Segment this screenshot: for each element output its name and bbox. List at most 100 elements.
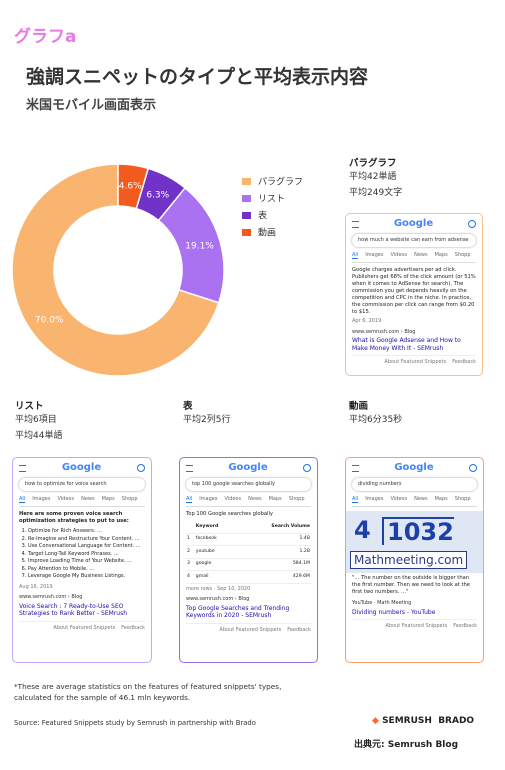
table-cell: Search Volume	[238, 521, 311, 534]
tab: Shopp	[454, 495, 471, 502]
date: Apr 6, 2019	[352, 318, 382, 324]
panel-stat: 平均2列5行	[183, 415, 231, 425]
snippet-card: Google how to optimize for voice search Al…	[12, 457, 152, 663]
result-link[interactable]: Top Google Searches and Trending Keyword…	[186, 604, 290, 620]
table-cell: 2	[186, 545, 195, 559]
tab: Maps	[268, 495, 282, 502]
video-text: 4	[354, 516, 371, 544]
tab: Images	[199, 495, 218, 502]
snippet-list: Optimize for Rich Answers. ...Re-Imagine…	[19, 528, 145, 581]
table-cell: 429.6M	[238, 570, 311, 584]
result-link[interactable]: Dividing numbers - YouTube	[352, 608, 436, 616]
card-footer: About Featured Snippets Feedback	[352, 355, 476, 366]
about-link: About Featured Snippets	[385, 623, 448, 629]
result-url: www.semrush.com › Blog	[352, 328, 416, 335]
tab: Shopp	[288, 495, 305, 502]
video-text: Mathmeeting.com	[350, 551, 468, 569]
source: Source: Featured Snippets study by Semru…	[14, 719, 256, 727]
result-link[interactable]: What is Google Adsense and How to Make M…	[352, 337, 461, 352]
search-box: how to optimize for voice search	[19, 478, 145, 491]
tab: News	[414, 251, 428, 258]
google-logo: Google	[394, 461, 434, 473]
tab: All	[352, 495, 359, 503]
subtitle: 米国モバイル画面表示	[26, 98, 157, 113]
tab: Images	[32, 495, 51, 502]
tab: Videos	[57, 495, 75, 502]
snippet-text: "... The number on the outside is bigger…	[352, 575, 470, 595]
google-logo: Google	[61, 461, 102, 473]
table-cell	[186, 521, 195, 534]
tabs: All Images Videos News Maps Shopp	[19, 494, 145, 507]
result-url: www.semrush.com › Blog	[186, 596, 250, 602]
date: more rows · Sep 10, 2020	[186, 585, 251, 592]
tab: All	[186, 495, 193, 503]
account-icon	[136, 464, 145, 472]
title: 強調スニペットのタイプと平均表示内容	[26, 66, 369, 88]
tab: Images	[365, 251, 384, 258]
legend-swatch	[242, 195, 251, 202]
tabs: All Images Videos News Maps Shopp	[352, 494, 477, 507]
about-link: About Featured Snippets	[219, 626, 282, 633]
panel-stat: 平均42単語	[349, 172, 397, 182]
result-url: www.semrush.com › Blog	[19, 594, 83, 600]
slice	[117, 163, 150, 210]
result-link[interactable]: Voice Search : 7 Ready-to-Use SEO Strate…	[19, 602, 128, 618]
logos: ◆ SEMRUSH BRADO	[372, 716, 475, 726]
tab: News	[81, 495, 95, 502]
snippet-card: Google how much a website can earn from a…	[345, 213, 483, 376]
list-item: Target Long-Tail Keyword Phrases. ...	[28, 551, 145, 559]
tab: Images	[365, 495, 384, 502]
panel-header: 表平均2列5行	[183, 398, 230, 428]
snippet-text: Top 100 Google searches globally	[186, 511, 273, 517]
table-cell: 4	[186, 570, 195, 584]
feedback-link: Feedback	[452, 359, 476, 365]
panel-title: 表	[183, 401, 193, 412]
tab: Maps	[434, 251, 448, 258]
about-link: About Featured Snippets	[53, 624, 116, 631]
table-cell: facebook	[194, 533, 239, 546]
tabs: All Images Videos News Maps Shopp	[352, 250, 476, 263]
table-row: 4 gmail 429.6M	[186, 570, 311, 584]
google-bar: Google	[19, 461, 145, 475]
panel-stat: 平均44単語	[15, 431, 63, 441]
video-thumb: 4 1032 Mathmeeting.com	[346, 511, 483, 573]
table-cell: 3	[186, 558, 195, 571]
list-item: Pay Attention to Mobile. ...	[28, 566, 145, 574]
about-link: About Featured Snippets	[384, 359, 447, 365]
list-item: Optimize for Rich Answers. ...	[28, 528, 145, 536]
google-logo: Google	[393, 217, 434, 229]
search-box: dividing numbers	[352, 478, 477, 491]
donut-chart: 70.0% パラグラフ 19.1% リスト 6.3% 表 4.6% 動画	[11, 163, 303, 377]
tab: Maps	[434, 495, 448, 502]
google-bar: Google	[186, 461, 311, 475]
tab: News	[248, 495, 262, 502]
table-row: 3 google 584.1M	[186, 558, 311, 571]
table-cell: 584.1M	[238, 558, 311, 571]
legend-swatch	[242, 178, 251, 185]
card-footer: About Featured Snippets Feedback	[352, 619, 477, 630]
tab: Maps	[101, 495, 115, 502]
account-icon	[468, 464, 477, 472]
table-row: 2 youtube 1.2B	[186, 545, 311, 559]
panel-title: 動画	[349, 401, 369, 412]
card-footer: About Featured Snippets Feedback	[186, 622, 311, 634]
search-box: top 100 google searches globally	[186, 478, 311, 491]
menu-icon	[352, 464, 359, 472]
tab: All	[19, 495, 26, 503]
table-cell: 1.2B	[238, 545, 311, 559]
tab: Shopp	[121, 495, 138, 502]
legend-swatch	[242, 229, 251, 236]
slice	[135, 167, 187, 222]
table-row: 1 facebook 1.4B	[186, 533, 311, 546]
panel-header: 動画 平均6分35秒	[349, 398, 402, 428]
logo: グラフa	[14, 27, 77, 47]
list-item: Leverage Google My Business Listings.	[28, 573, 145, 581]
snippet-text: Google charges advertisers per ad click.…	[352, 267, 476, 315]
legend-label: リスト	[258, 195, 285, 205]
panel-title: パラグラフ	[349, 158, 397, 169]
google-logo: Google	[228, 461, 268, 473]
slice	[11, 163, 220, 377]
value-label: 6.3%	[146, 190, 169, 200]
legend-label: 動画	[258, 228, 276, 239]
